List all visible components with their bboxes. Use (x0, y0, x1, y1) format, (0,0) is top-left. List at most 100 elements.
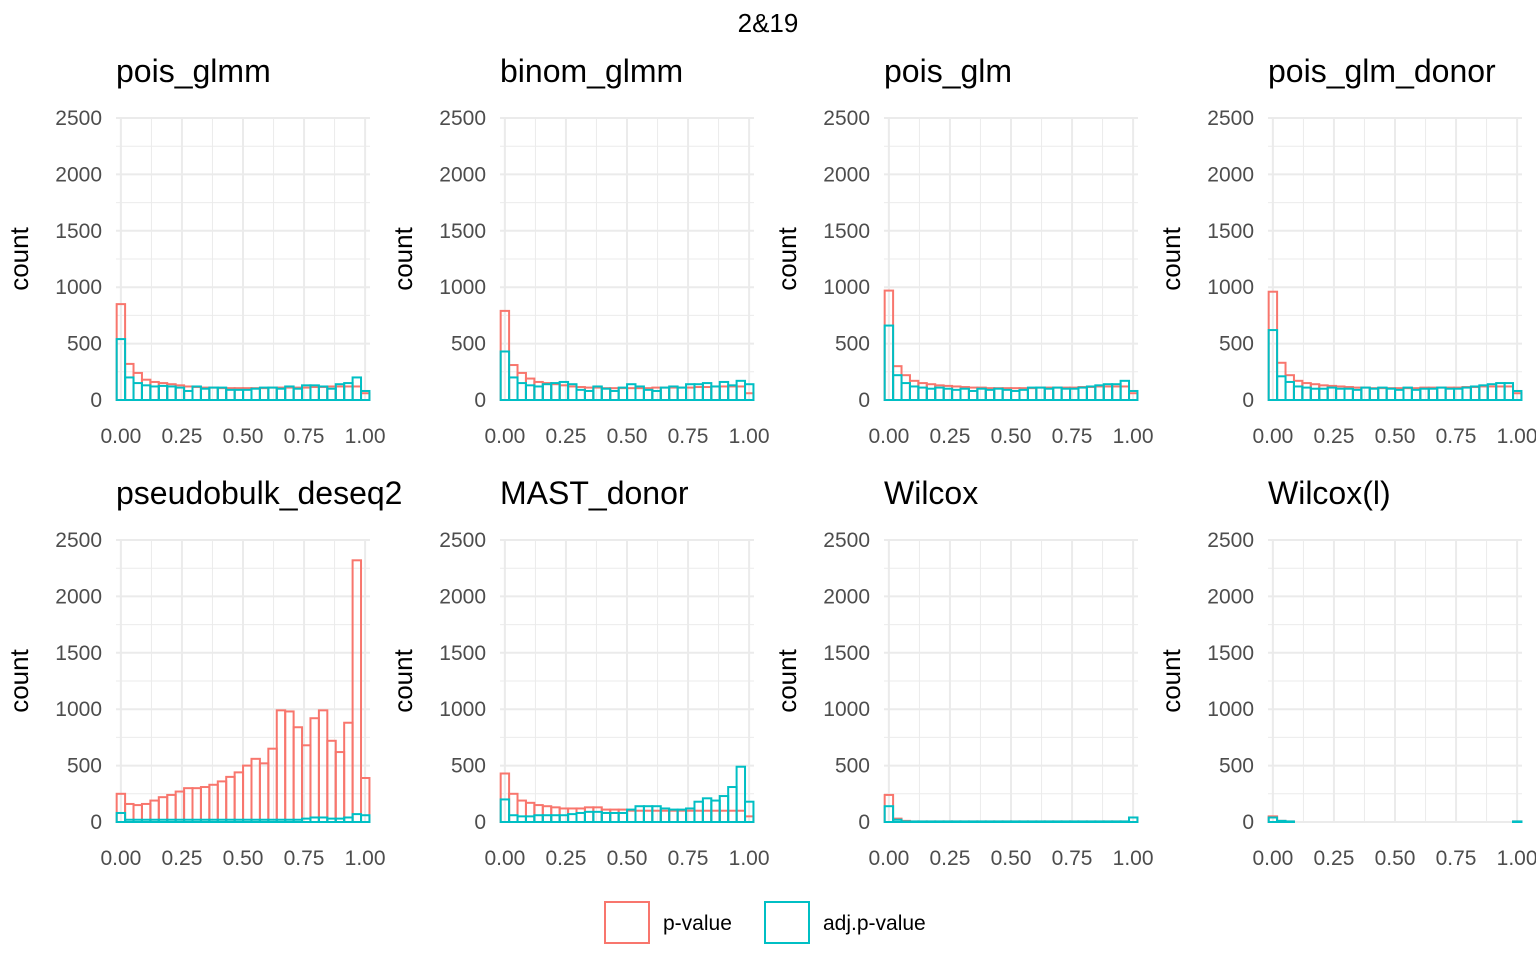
panel-title: pois_glmm (116, 53, 271, 89)
histogram-bar (1094, 820, 1105, 823)
x-tick-label: 0.75 (668, 425, 709, 448)
histogram-bar (583, 389, 595, 402)
histogram-bar (967, 386, 979, 402)
histogram-bar (1368, 387, 1380, 402)
x-tick-label: 0.00 (868, 425, 909, 448)
histogram-bar (124, 362, 135, 401)
histogram-bar (1267, 816, 1279, 823)
legend-label-adj-p-value: adj.p-value (823, 912, 926, 935)
x-tick-label: 0.50 (1375, 847, 1416, 870)
histogram-bar (718, 809, 730, 823)
histogram-bar (233, 388, 245, 401)
histogram-bar (1309, 387, 1321, 402)
histogram-bar (1077, 820, 1088, 823)
histogram-bar (360, 389, 371, 402)
histogram-bar (1436, 386, 1447, 402)
histogram-bar (951, 388, 962, 401)
histogram-bar (693, 800, 704, 823)
histogram-bar (309, 386, 320, 402)
gridlines (500, 117, 754, 401)
histogram-bar (1010, 387, 1021, 402)
x-tick-label: 1.00 (1113, 425, 1154, 448)
histogram-bar (1267, 329, 1279, 401)
x-tick-label: 1.00 (729, 847, 770, 870)
histogram-bar (115, 811, 127, 824)
x-tick-label: 0.75 (668, 847, 709, 870)
histogram-bar (1309, 383, 1321, 402)
y-tick-label: 1000 (55, 276, 102, 299)
histogram-bar (124, 376, 135, 402)
histogram-bar (676, 386, 688, 402)
histogram-bar (284, 710, 295, 823)
histogram-bar (132, 382, 143, 401)
y-tick-label: 1500 (823, 220, 870, 243)
series-adj-p-value (883, 324, 1139, 402)
x-tick-label: 0.25 (930, 425, 971, 448)
histogram-bar (1292, 385, 1304, 401)
x-tick-label: 0.50 (223, 847, 264, 870)
histogram-bar (600, 387, 612, 402)
y-tick-label: 2000 (439, 163, 486, 186)
series-adj-p-value (115, 338, 371, 402)
x-tick-label: 0.50 (991, 847, 1032, 870)
histogram-bar (166, 818, 177, 824)
histogram-bar (735, 809, 747, 823)
x-tick-label: 0.75 (284, 425, 325, 448)
histogram-bar (583, 810, 595, 824)
y-tick-label: 2000 (823, 585, 870, 608)
histogram-bar (1427, 387, 1439, 402)
histogram-bar (892, 365, 903, 402)
histogram-bar (1495, 385, 1506, 401)
histogram-bar (567, 385, 578, 401)
histogram-bar (157, 384, 169, 401)
histogram-bar (727, 809, 738, 823)
histogram-bar (609, 389, 620, 402)
panel-pseudobulk-deseq2: pseudobulk_deseq2 0 500 1000 1500 2000 2500 0.0… (4, 475, 402, 870)
histogram-bar (191, 385, 202, 401)
y-axis-title: count (772, 226, 802, 290)
histogram-bar (592, 386, 603, 402)
y-tick-label: 2000 (823, 163, 870, 186)
histogram-bar (609, 808, 620, 823)
histogram-bar (225, 388, 236, 401)
histogram-bar (1343, 387, 1354, 402)
x-tick-label: 0.50 (607, 847, 648, 870)
histogram-bar (524, 377, 536, 401)
histogram-bar (984, 820, 996, 823)
histogram-bar (1284, 820, 1295, 823)
x-tick-label: 0.50 (1375, 425, 1416, 448)
histogram-bar (541, 814, 553, 823)
histogram-bar (1077, 386, 1088, 402)
histogram-bar (993, 820, 1004, 823)
y-tick-label: 1500 (439, 220, 486, 243)
histogram-bar (267, 386, 278, 402)
histogram-bar (351, 385, 363, 401)
x-tick-label: 0.00 (868, 847, 909, 870)
histogram-bar (524, 815, 536, 823)
histogram-bar (735, 385, 747, 401)
histogram-bar (309, 717, 320, 823)
histogram-bar (351, 376, 363, 402)
histogram-bar (735, 379, 747, 402)
y-tick-label: 1000 (1207, 698, 1254, 721)
histogram-bar (1119, 379, 1131, 402)
histogram-bar (508, 376, 519, 402)
histogram-bar (140, 384, 152, 401)
y-tick-label: 1000 (439, 276, 486, 299)
histogram-bar (258, 387, 270, 402)
histogram-bar (900, 382, 911, 401)
histogram-bar (208, 386, 219, 402)
histogram-bar (900, 374, 911, 401)
histogram-bar (1119, 385, 1131, 401)
panel-mast-donor: MAST_donor 0 500 1000 1500 2000 2500 0.00 0.25 0.… (388, 475, 770, 870)
x-tick-label: 0.00 (484, 847, 525, 870)
histogram-bar (626, 387, 637, 402)
histogram-bar (600, 808, 612, 823)
histogram-bar (651, 389, 662, 402)
series-adj-p-value (1267, 816, 1523, 824)
legend-key-p-value (604, 901, 650, 944)
histogram-bar (1026, 386, 1038, 402)
histogram-bar (208, 386, 219, 402)
histogram-bar (516, 799, 527, 823)
histogram-bar (993, 387, 1004, 402)
